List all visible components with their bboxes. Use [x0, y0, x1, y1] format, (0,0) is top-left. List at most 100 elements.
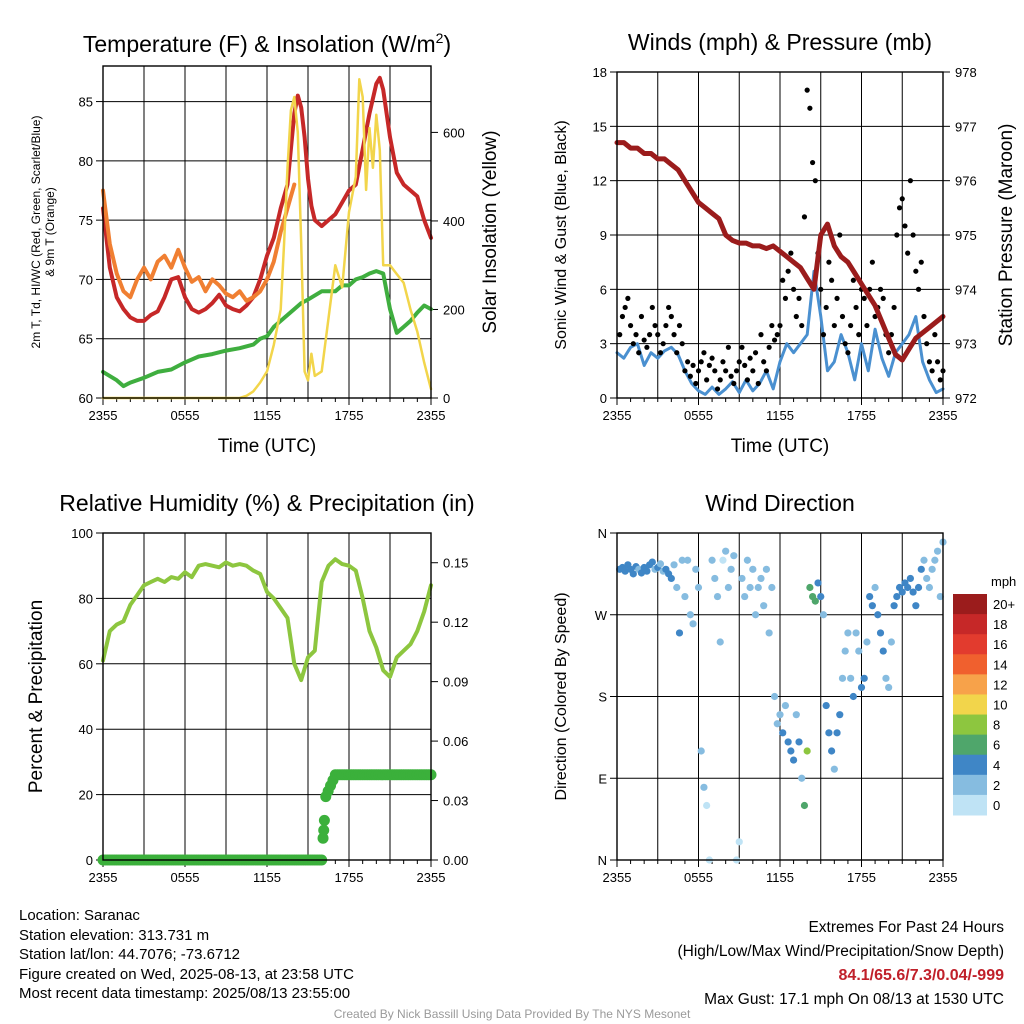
plot-border: [102, 65, 432, 399]
x-tick-label: 1755: [335, 408, 364, 423]
direction-point: [923, 574, 931, 583]
gust-point: [687, 373, 693, 379]
series-line-2m-td: [101, 269, 433, 389]
legend-label: 12: [993, 677, 1007, 692]
legend-swatch: [953, 734, 987, 756]
legend-title: mph: [991, 574, 1016, 589]
legend-label: 16: [993, 637, 1007, 652]
direction-point: [675, 629, 684, 637]
gust-point: [801, 214, 808, 220]
series-line-station-pressure: [614, 140, 946, 363]
gust-point: [622, 304, 628, 311]
gust-point: [820, 332, 827, 338]
y2-tick-label: 0.12: [443, 615, 468, 630]
gust-point: [698, 359, 704, 365]
gust-point: [848, 322, 854, 329]
gust-point: [812, 178, 818, 184]
y2-tick-label: 974: [955, 282, 977, 297]
gust-point: [915, 286, 922, 292]
x-tick-label: 2355: [89, 870, 118, 885]
x-tick-label: 2355: [929, 408, 958, 423]
chart-title: Winds (mph) & Pressure (mb): [628, 29, 932, 55]
direction-point: [770, 692, 779, 701]
y-axis-label-line2: & 9m T (Orange): [43, 187, 57, 277]
x-tick-label: 1755: [335, 870, 364, 885]
y-tick-label: 12: [593, 174, 607, 189]
direction-point: [689, 620, 697, 628]
x-axis-label: Time (UTC): [731, 436, 830, 457]
extremes-title: Extremes For Past 24 Hours: [808, 919, 1004, 936]
x-tick-label: 0555: [171, 870, 200, 885]
gust-point: [826, 259, 832, 265]
gust-point: [755, 380, 761, 387]
direction-point: [711, 574, 719, 583]
direction-point: [800, 801, 809, 810]
direction-point: [825, 729, 833, 737]
legend-swatch: [953, 614, 987, 635]
gust-point: [706, 362, 712, 368]
direction-point: [887, 638, 895, 646]
direction-point: [830, 765, 838, 773]
gust-point: [823, 304, 829, 311]
direction-point: [792, 711, 800, 719]
gust-point: [709, 355, 715, 361]
gust-point: [693, 380, 699, 387]
direction-point: [757, 574, 765, 583]
gust-point: [739, 344, 745, 350]
gust-point: [818, 286, 824, 292]
direction-point: [814, 579, 822, 587]
direction-point: [629, 570, 637, 578]
gust-point: [831, 322, 837, 329]
direction-point: [722, 547, 730, 555]
y-tick-label: 85: [79, 95, 93, 110]
direction-point: [760, 602, 768, 610]
gust-point: [714, 386, 721, 392]
gust-point: [638, 313, 645, 320]
gust-point: [861, 295, 867, 301]
direction-point: [914, 583, 923, 592]
y2-tick-label: 0.06: [443, 734, 468, 749]
legend-swatch: [953, 694, 987, 716]
direction-point: [684, 556, 692, 564]
direction-point: [893, 592, 901, 601]
direction-point: [768, 583, 776, 592]
chart-panel-1: 60 65 70 75 80 85 0 200 400 600 2355 0555 1155 1755 23…: [29, 30, 501, 457]
x-tick-label: 2355: [603, 870, 632, 885]
plot-border: [616, 71, 944, 399]
direction-point: [868, 602, 876, 610]
y-axis-label: 2m T, Td, HI/WC (Red, Green, Scarlet/Blu…: [29, 116, 43, 349]
direction-point: [803, 747, 811, 755]
direction-point: [781, 701, 790, 710]
gust-point: [910, 232, 916, 238]
gust-point: [774, 332, 780, 338]
x-tick-label: 1755: [847, 408, 876, 423]
gust-point: [679, 341, 685, 347]
gust-point: [752, 350, 759, 356]
gust-point: [902, 223, 908, 229]
direction-point: [621, 567, 629, 575]
direction-point: [855, 647, 863, 655]
direction-point: [708, 556, 716, 564]
gust-point: [880, 295, 886, 301]
y-tick-label: 40: [79, 722, 93, 737]
y2-tick-label: 977: [955, 119, 977, 134]
legend-label: 4: [993, 758, 1000, 773]
gust-point: [864, 322, 870, 329]
gust-point: [829, 277, 835, 283]
gust-point: [641, 337, 647, 343]
gust-point: [627, 322, 634, 329]
elevation-text: Station elevation: 313.731 m: [19, 926, 210, 944]
y2-tick-label: 973: [955, 337, 977, 352]
y-tick-label: 6: [600, 282, 607, 297]
direction-point: [928, 565, 936, 573]
direction-point: [686, 611, 694, 619]
y2-tick-label: 0: [443, 391, 450, 406]
direction-point: [836, 711, 844, 719]
x-tick-label: 1155: [253, 408, 281, 423]
gust-point: [782, 295, 789, 301]
extremes-description: (High/Low/Max Wind/Precipitation/Snow De…: [677, 943, 1005, 960]
direction-point: [773, 720, 781, 728]
direction-point: [849, 692, 857, 701]
legend-swatch: [953, 674, 987, 695]
direction-point: [876, 629, 885, 637]
